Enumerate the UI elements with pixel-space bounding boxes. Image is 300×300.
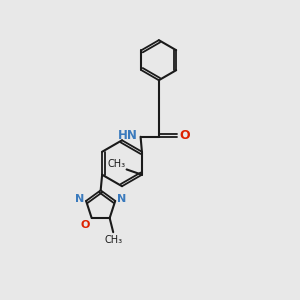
Text: N: N [117,194,126,204]
Text: CH₃: CH₃ [107,159,125,169]
Text: CH₃: CH₃ [104,235,122,244]
Text: O: O [81,220,90,230]
Text: O: O [179,129,190,142]
Text: N: N [75,194,84,204]
Text: HN: HN [118,129,138,142]
